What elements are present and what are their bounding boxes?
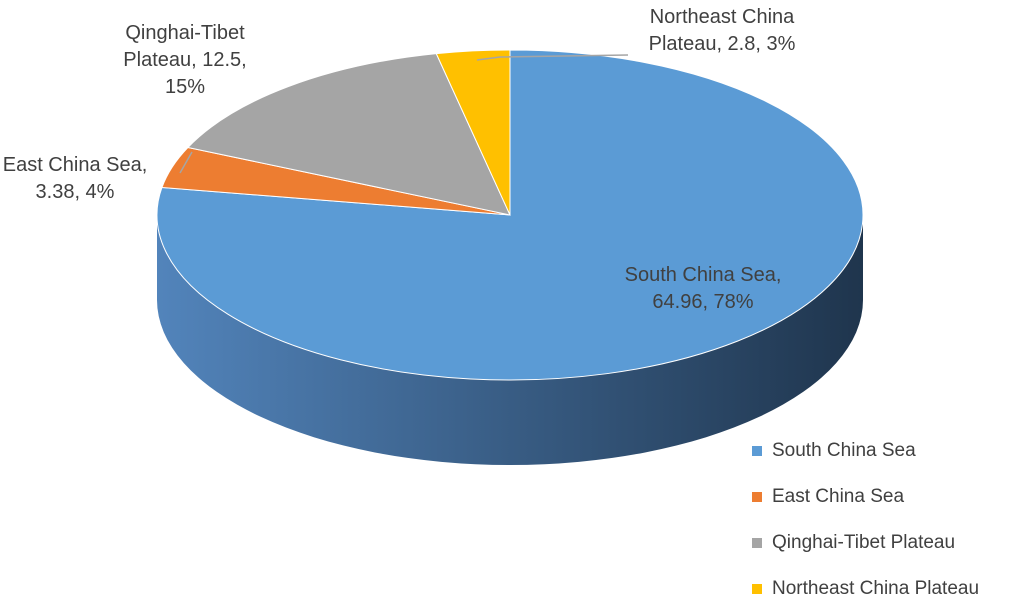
data-label: Northeast China Plateau, 2.8, 3% [648,6,796,55]
legend-label: Qinghai-Tibet Plateau [772,532,955,553]
data-label: East China Sea, 3.38, 4% [2,154,148,203]
data-label: South China Sea, 64.96, 78% [624,264,782,313]
legend-label: East China Sea [772,486,904,507]
legend-swatch [752,492,762,502]
legend-swatch [752,538,762,548]
slice [156,49,864,381]
slice-side [157,215,863,465]
legend-swatch [752,584,762,594]
pie [156,49,864,465]
legend-swatch [752,446,762,456]
data-label: Qinghai-Tibet Plateau, 12.5, 15% [123,22,247,98]
legend-label: South China Sea [772,440,916,461]
slice [186,53,511,216]
legend-label: Northeast China Plateau [772,578,979,599]
leader-line [476,54,629,61]
legend: South China Sea East China Sea Qinghai-Tib… [752,440,979,599]
slice [435,49,511,216]
leader-line [179,151,193,174]
